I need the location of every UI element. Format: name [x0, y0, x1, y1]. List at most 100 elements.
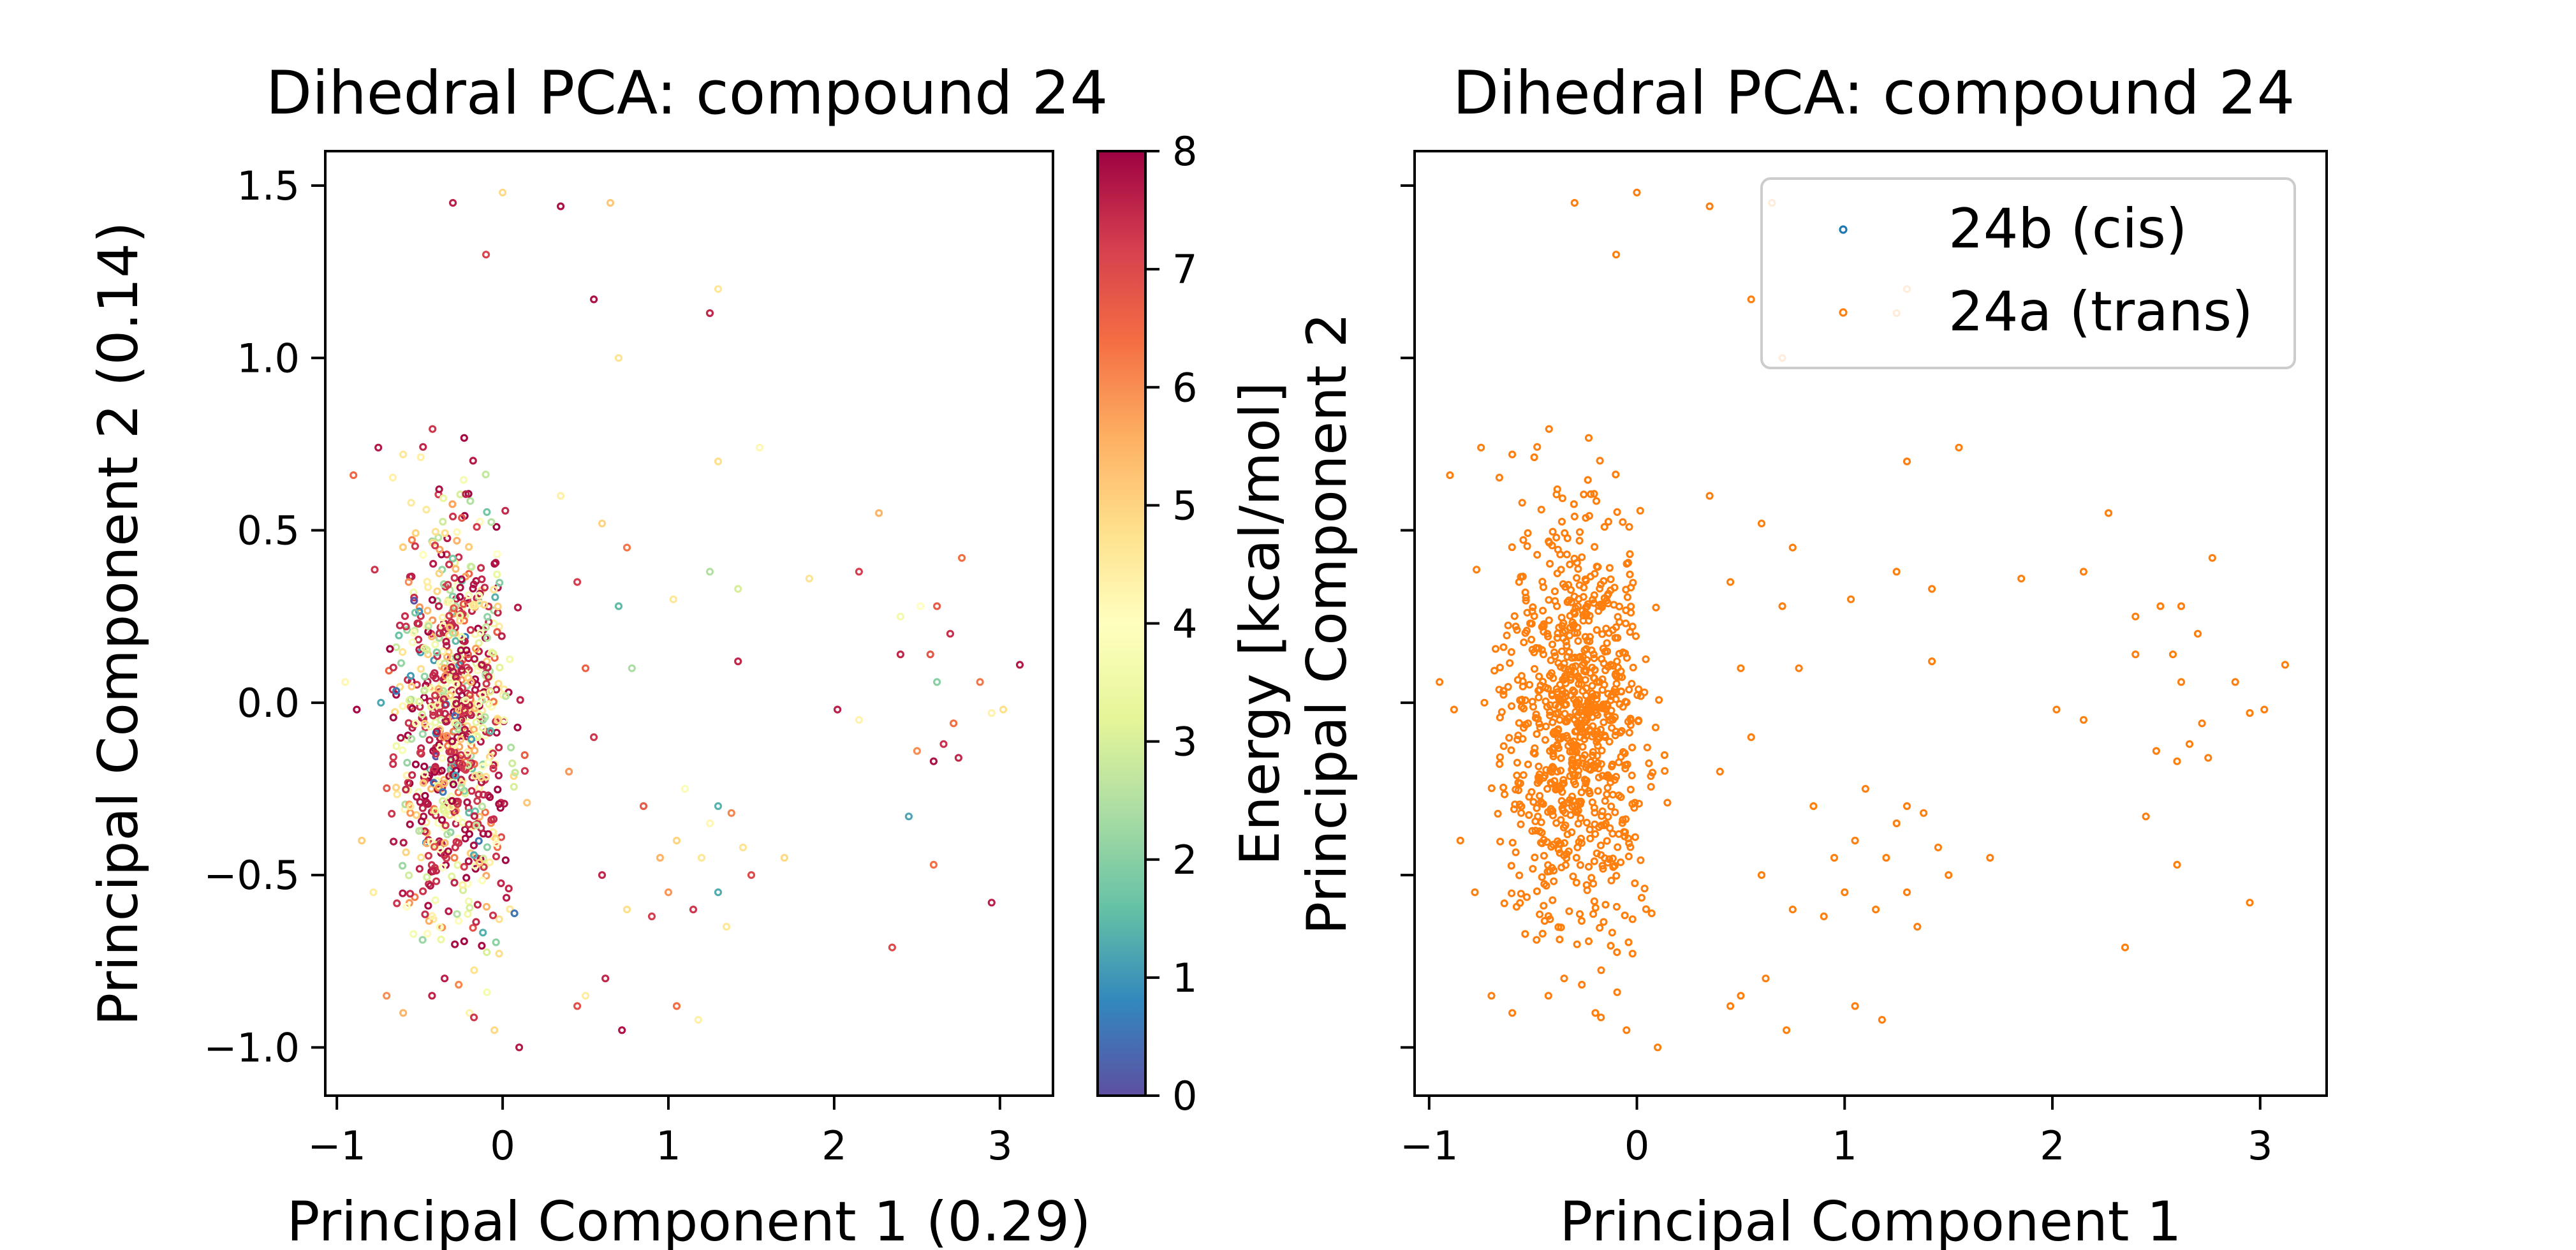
scatter-point-trans: [1579, 592, 1587, 601]
scatter-point-trans: [1628, 950, 1637, 958]
scatter-point-trans: [1570, 500, 1578, 508]
scatter-point: [913, 747, 922, 755]
scatter-point-trans: [1586, 637, 1594, 645]
scatter-point-trans: [1568, 747, 1577, 756]
scatter-point-trans: [1524, 760, 1532, 768]
scatter-point: [896, 650, 905, 659]
scatter-point-trans: [1471, 888, 1479, 897]
scatter-point-trans: [1575, 536, 1584, 545]
scatter-point-trans: [1523, 542, 1531, 550]
scatter-point-trans: [1945, 871, 1953, 879]
scatter-point-trans: [1851, 1002, 1859, 1010]
scatter-point-trans: [1473, 566, 1481, 574]
scatter-point-trans: [1533, 443, 1542, 451]
scatter-point-trans: [1637, 856, 1645, 864]
scatter-point-trans: [1617, 793, 1625, 802]
scatter-point: [439, 517, 447, 526]
scatter-point: [493, 843, 502, 851]
scatter-point-trans: [1487, 992, 1496, 1000]
scatter-point-trans: [1629, 578, 1637, 587]
scatter-point: [427, 632, 436, 641]
scatter-point: [418, 804, 427, 812]
scatter-point-trans: [1517, 820, 1525, 828]
scatter-point: [399, 1009, 408, 1017]
scatter-point: [446, 691, 455, 700]
scatter-point-trans: [1783, 1026, 1791, 1034]
scatter-point-trans: [1575, 680, 1583, 688]
scatter-point: [480, 601, 489, 609]
scatter-point: [467, 787, 476, 795]
scatter-point-trans: [1576, 652, 1584, 661]
scatter-point-trans: [1584, 937, 1593, 946]
scatter-point-trans: [1566, 675, 1575, 684]
scatter-point: [435, 569, 443, 578]
scatter-point-trans: [1519, 572, 1527, 581]
scatter-point: [415, 619, 423, 628]
scatter-point: [392, 687, 401, 695]
scatter-point: [601, 974, 610, 983]
scatter-point: [438, 864, 446, 872]
scatter-point: [464, 747, 472, 756]
scatter-point: [478, 724, 487, 732]
scatter-point-trans: [1619, 518, 1627, 526]
scatter-point: [475, 639, 483, 647]
scatter-point: [441, 701, 450, 709]
scatter-point-trans: [2260, 705, 2269, 714]
scatter-point-trans: [1625, 728, 1633, 737]
scatter-point-trans: [1519, 536, 1527, 544]
scatter-point-trans: [1605, 629, 1613, 637]
scatter-point-trans: [1512, 848, 1520, 857]
scatter-point: [427, 703, 435, 711]
colorbar: 0 1 2 3 4 5 6 7 8 Energy [kcal/mol]: [1096, 128, 1292, 1119]
scatter-point: [399, 839, 408, 847]
scatter-point: [424, 902, 432, 910]
scatter-point: [448, 872, 456, 881]
scatter-point: [431, 541, 439, 550]
scatter-point-trans: [1762, 974, 1770, 983]
scatter-point-trans: [1575, 700, 1583, 708]
scatter-point: [714, 457, 723, 466]
scatter-point: [411, 529, 420, 538]
scatter-point: [463, 751, 471, 760]
scatter-point: [471, 746, 479, 755]
scatter-point: [473, 666, 482, 675]
scatter-point: [432, 877, 441, 885]
scatter-point: [506, 905, 514, 913]
scatter-point: [435, 485, 443, 494]
scatter-point: [441, 709, 450, 718]
scatter-point-trans: [1573, 808, 1581, 816]
scatter-point: [405, 696, 413, 705]
scatter-point: [469, 923, 477, 932]
scatter-point: [462, 646, 471, 654]
scatter-point-trans: [1591, 830, 1600, 838]
scatter-point: [481, 808, 489, 816]
scatter-point-trans: [1640, 885, 1649, 893]
scatter-point: [471, 644, 480, 653]
scatter-point: [478, 876, 487, 885]
scatter-point-trans: [1591, 1009, 1600, 1017]
scatter-point-trans: [1616, 700, 1624, 709]
scatter-point: [450, 604, 458, 612]
scatter-point-trans: [1564, 847, 1573, 855]
scatter-point-trans: [1517, 802, 1526, 811]
scatter-point: [427, 838, 435, 846]
scatter-point-trans: [1507, 862, 1515, 870]
scatter-point-trans: [1556, 767, 1565, 775]
scatter-point: [453, 652, 462, 661]
scatter-point: [410, 596, 418, 605]
scatter-point-trans: [1527, 619, 1536, 628]
scatter-point-trans: [2152, 747, 2160, 755]
scatter-point-trans: [1496, 753, 1504, 761]
scatter-point: [485, 793, 494, 802]
scatter-point: [389, 713, 397, 722]
scatter-point-trans: [1500, 790, 1509, 798]
scatter-point: [439, 776, 448, 784]
scatter-point: [489, 815, 498, 823]
scatter-point-trans: [1598, 772, 1607, 780]
scatter-point: [445, 623, 453, 632]
scatter-point-trans: [1920, 809, 1928, 817]
scatter-point: [669, 595, 677, 603]
scatter-point-trans: [1596, 725, 1605, 734]
scatter-point-trans: [1588, 798, 1596, 807]
scatter-point: [454, 916, 463, 925]
